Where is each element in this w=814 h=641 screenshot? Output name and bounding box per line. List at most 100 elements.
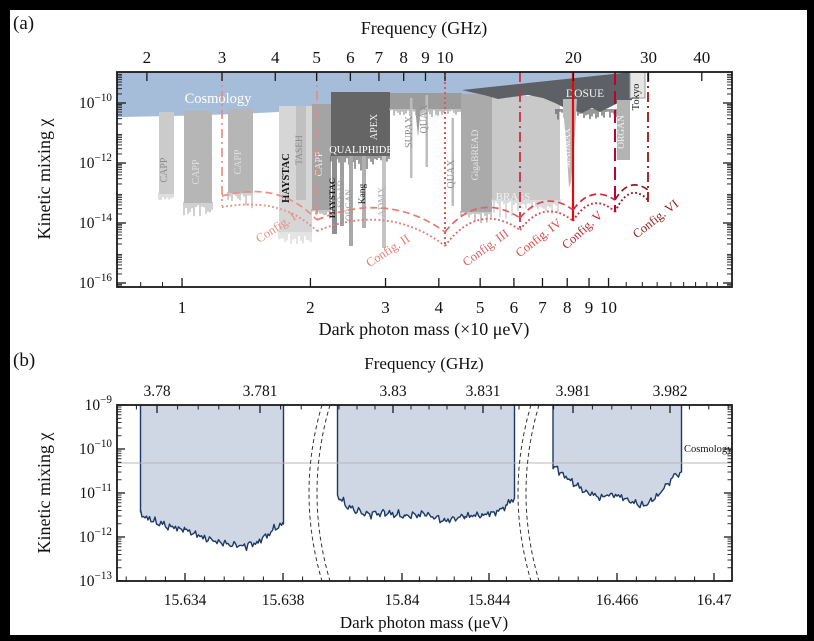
a-bottom-tick-label: 7 bbox=[538, 298, 547, 317]
a-top-tick-label: 5 bbox=[312, 48, 321, 67]
experiment-MADMAX: MADMAX bbox=[562, 99, 577, 188]
b-top-tick-label: 3.831 bbox=[466, 383, 501, 400]
experiment-label: QUALIPHIDE bbox=[329, 145, 393, 156]
a-bottom-tick-label: 9 bbox=[585, 298, 594, 317]
experiment-CAPP: CAPP bbox=[227, 109, 253, 209]
a-top-tick-label: 10 bbox=[437, 48, 454, 67]
a-top-tick-label: 6 bbox=[346, 48, 355, 67]
config-curve bbox=[221, 203, 318, 232]
b-bottom-tick-label: 15.634 bbox=[164, 592, 207, 609]
experiment-BRASS: BRASS bbox=[491, 96, 561, 219]
config-curve bbox=[572, 193, 616, 211]
config-curve bbox=[572, 202, 616, 222]
a-top-tick-label: 9 bbox=[421, 48, 430, 67]
experiment-label: SQuAD bbox=[335, 180, 345, 207]
y-tick-label: 10−10 bbox=[79, 438, 112, 458]
experiment-label: CAPP bbox=[314, 151, 325, 176]
experiment-label: Kang bbox=[358, 183, 368, 204]
config-curve bbox=[444, 206, 521, 233]
a-bottom-tick-label: 5 bbox=[476, 298, 485, 317]
a-bottom-tick-label: 3 bbox=[381, 298, 390, 317]
y-tick-label: 10−9 bbox=[85, 394, 113, 414]
experiment-TASEH: TASEH bbox=[295, 106, 306, 200]
experiment-label: SUPAX bbox=[404, 115, 415, 148]
config-curve bbox=[614, 184, 649, 201]
experiment-label: MADMAX bbox=[562, 128, 572, 168]
y-tick-label: 10−13 bbox=[79, 570, 112, 590]
a-top-tick-label: 30 bbox=[640, 48, 657, 67]
b-y-axis-title: Kinetic mixing χ bbox=[34, 433, 54, 554]
config-label: Config. IV bbox=[513, 216, 564, 260]
panel-b-tag: (b) bbox=[13, 350, 36, 371]
b-bottom-tick-label: 16.466 bbox=[596, 592, 639, 609]
experiment-label: ADMX bbox=[377, 186, 388, 217]
a-bottom-tick-label: 10 bbox=[600, 298, 617, 317]
experiment-label: ORGAN bbox=[617, 115, 627, 149]
experiment-Tokyo: Tokyo bbox=[629, 71, 646, 111]
a-bottom-tick-label: 1 bbox=[178, 298, 187, 317]
b-bottom-tick-label: 16.47 bbox=[697, 592, 732, 609]
experiment-label: HAYSTAC bbox=[281, 153, 292, 203]
b-bottom-axis-title: Dark photon mass (μeV) bbox=[340, 613, 508, 632]
y-tick-label: 10−16 bbox=[79, 272, 112, 292]
config-label: Config. II bbox=[363, 231, 412, 270]
experiment-label: HAYSTAC bbox=[327, 178, 337, 218]
b-bottom-tick-label: 15.638 bbox=[262, 592, 305, 609]
panel-b-axes: 3.78 3.781 3.83 3.831 3.981 3.982 Frequency (G… bbox=[34, 354, 733, 632]
experiment-label: Tokyo bbox=[631, 84, 642, 111]
a-bottom-tick-label: 2 bbox=[306, 298, 315, 317]
a-top-tick-label: 40 bbox=[693, 48, 710, 67]
cosmology-line-label: Cosmology bbox=[684, 444, 733, 455]
experiment-Kang: Kang bbox=[358, 156, 368, 228]
experiment-HAYSTAC: HAYSTAC bbox=[327, 156, 337, 234]
config-curve bbox=[316, 218, 446, 247]
y-tick-label: 10−12 bbox=[79, 526, 112, 546]
axis-break-mark bbox=[316, 404, 331, 582]
a-bottom-axis-title: Dark photon mass (×10 μeV) bbox=[319, 319, 530, 340]
exclusion-region-outline bbox=[139, 405, 285, 552]
y-tick-label: 10−14 bbox=[79, 212, 112, 232]
y-tick-label: 10−12 bbox=[79, 152, 112, 172]
a-bottom-tick-label: 4 bbox=[435, 298, 444, 317]
experiment-ADMX: ADMX bbox=[377, 156, 388, 248]
panel-a-tag: (a) bbox=[13, 13, 35, 34]
config-curve bbox=[444, 217, 521, 247]
experiment-SUPAX: SUPAX bbox=[404, 98, 415, 178]
experiment-CAPP: CAPP bbox=[183, 111, 213, 217]
experiment-QUAX: QUAX bbox=[446, 118, 457, 206]
b-top-tick-label: 3.982 bbox=[653, 383, 688, 400]
experiment-QUAX: QUAX bbox=[419, 95, 430, 167]
exclusion-region-outline bbox=[552, 405, 683, 509]
experiment-APEX: APEX bbox=[369, 113, 380, 140]
a-y-axis-title: Kinetic mixing χ bbox=[34, 119, 54, 240]
experiment-label: DOSUE bbox=[566, 88, 604, 100]
cosmology-label: Cosmology bbox=[185, 91, 253, 107]
experiment-ORGAN: ORGAN bbox=[617, 100, 630, 160]
experiment-region bbox=[415, 107, 421, 137]
b-bottom-tick-label: 15.844 bbox=[468, 592, 511, 609]
config-curve bbox=[614, 191, 649, 213]
config-label: Config. VI bbox=[630, 197, 681, 241]
experiment-QUALIPHIDE: QUALIPHIDE bbox=[329, 92, 393, 171]
a-top-axis-title: Frequency (GHz) bbox=[361, 18, 487, 39]
exclusion-region-fill bbox=[140, 405, 284, 551]
b-top-tick-label: 3.83 bbox=[379, 383, 406, 400]
config-curve bbox=[519, 210, 574, 231]
axis-break-mark bbox=[308, 404, 323, 582]
a-top-tick-label: 20 bbox=[565, 48, 582, 67]
experiment-label: GigaBREAD bbox=[471, 130, 481, 181]
experiment-label: QUAX bbox=[419, 104, 430, 134]
config-label: Config. III bbox=[460, 226, 511, 269]
exclusion-region-fill bbox=[337, 405, 515, 523]
a-top-tick-label: 4 bbox=[271, 48, 280, 67]
experiment-label: ORGAN bbox=[344, 189, 354, 222]
config-label: Config. V bbox=[559, 208, 605, 252]
experiment-label: QUAX bbox=[446, 159, 457, 189]
axis-break-mark bbox=[517, 404, 532, 582]
a-top-tick-label: 7 bbox=[375, 48, 384, 67]
axis-break-mark bbox=[525, 404, 540, 582]
